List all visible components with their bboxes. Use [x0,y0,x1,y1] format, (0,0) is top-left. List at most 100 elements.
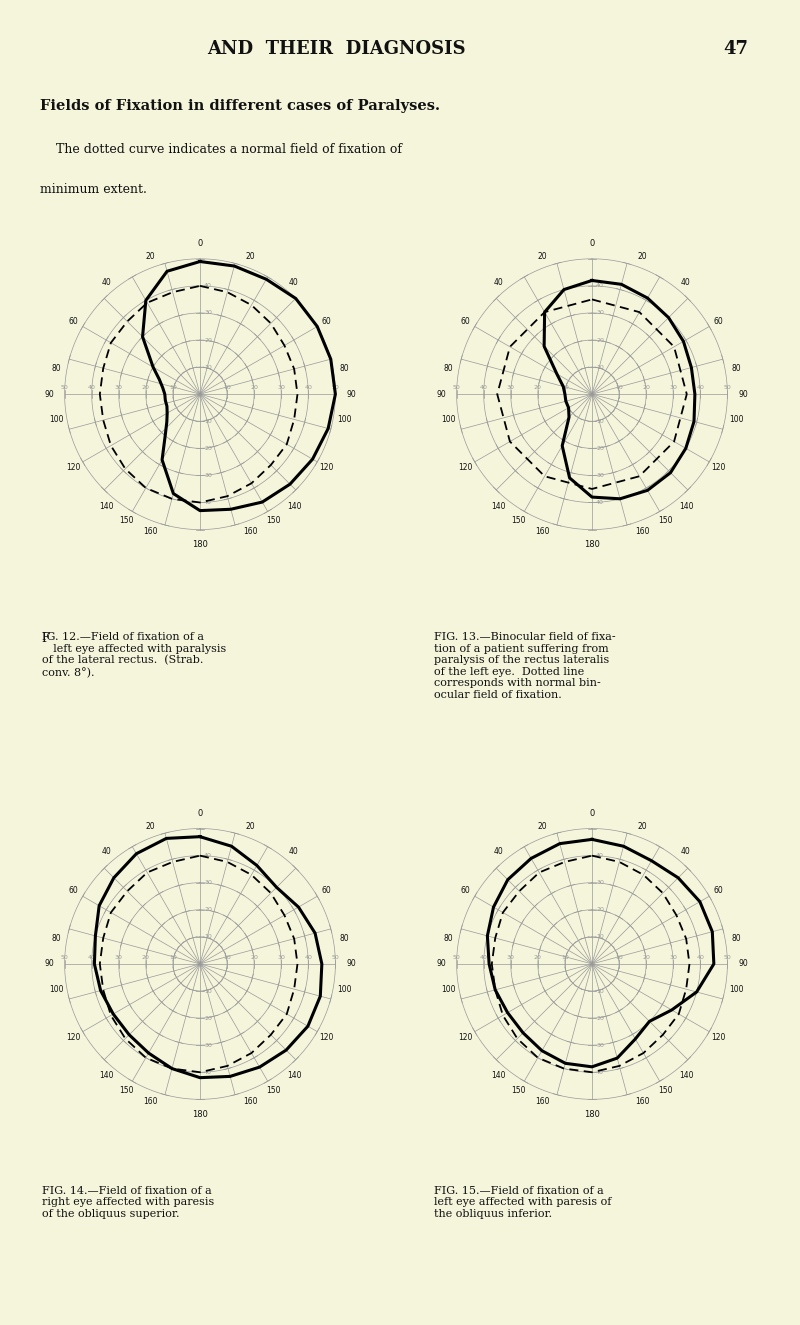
Text: 60: 60 [322,886,331,896]
Text: 150: 150 [658,1086,672,1094]
Text: 100: 100 [441,415,455,424]
Text: F: F [42,632,50,645]
Text: 40: 40 [289,848,299,856]
Text: 40: 40 [204,1069,212,1075]
Text: 20: 20 [596,338,604,343]
Text: 40: 40 [480,386,488,390]
Text: 160: 160 [634,527,650,537]
Text: 90: 90 [436,959,446,969]
Text: 0: 0 [590,808,594,818]
Text: 40: 40 [596,500,604,505]
Text: 140: 140 [286,1072,302,1080]
Text: 20: 20 [534,386,542,390]
Text: 40: 40 [596,853,604,859]
Text: 20: 20 [596,445,604,451]
Text: 20: 20 [637,822,647,831]
Text: 90: 90 [436,390,446,399]
Text: 0: 0 [198,238,202,248]
Text: 50: 50 [331,955,339,959]
Text: 30: 30 [596,310,604,315]
Text: 140: 140 [98,502,114,510]
Text: 50: 50 [61,386,69,390]
Text: 180: 180 [192,541,208,550]
Text: 10: 10 [223,955,231,959]
Text: 150: 150 [266,517,280,525]
Text: 10: 10 [561,955,569,959]
Text: 20: 20 [637,252,647,261]
Text: 30: 30 [204,880,212,885]
Text: 160: 160 [534,527,550,537]
Text: 20: 20 [145,822,155,831]
Text: 40: 40 [681,278,691,286]
Text: 60: 60 [461,317,470,326]
Text: 120: 120 [711,462,726,472]
Text: 50: 50 [331,386,339,390]
Text: 30: 30 [596,1043,604,1048]
Text: 40: 40 [204,500,212,505]
Text: 140: 140 [678,1072,694,1080]
Text: 20: 20 [537,252,547,261]
Text: 20: 20 [204,908,212,913]
Text: 90: 90 [44,959,54,969]
Text: 140: 140 [490,1072,506,1080]
Text: 60: 60 [69,317,78,326]
Text: 10: 10 [615,386,623,390]
Text: 100: 100 [337,415,351,424]
Text: 160: 160 [242,527,258,537]
Text: 10: 10 [204,419,212,424]
Text: 50: 50 [723,955,731,959]
Text: 90: 90 [346,959,356,969]
Text: 80: 80 [339,364,349,374]
Text: 90: 90 [738,390,748,399]
Text: 150: 150 [266,1086,280,1094]
Text: 10: 10 [561,386,569,390]
Text: 30: 30 [596,880,604,885]
Text: 30: 30 [278,386,285,390]
Text: 80: 80 [339,934,349,943]
Text: 10: 10 [596,364,604,370]
Text: 80: 80 [731,934,741,943]
Text: 90: 90 [738,959,748,969]
Text: 60: 60 [714,886,723,896]
Text: 100: 100 [49,415,63,424]
Text: 20: 20 [142,955,150,959]
Text: 10: 10 [204,934,212,939]
Text: 30: 30 [596,473,604,478]
Text: 90: 90 [346,390,356,399]
Text: FIG. 13.—Binocular field of fixa-
tion of a patient suffering from
paralysis of : FIG. 13.—Binocular field of fixa- tion o… [434,632,615,700]
Text: 120: 120 [319,462,334,472]
Text: 20: 20 [142,386,150,390]
Text: 180: 180 [192,1110,208,1120]
Text: 10: 10 [223,386,231,390]
Text: 50: 50 [453,955,461,959]
Text: 150: 150 [120,1086,134,1094]
Text: 30: 30 [670,955,677,959]
Text: 40: 40 [493,848,503,856]
Text: 140: 140 [490,502,506,510]
Text: 20: 20 [250,955,258,959]
Text: 160: 160 [534,1097,550,1106]
Text: 20: 20 [245,252,255,261]
Text: 10: 10 [204,364,212,370]
Text: 100: 100 [729,984,743,994]
Text: 47: 47 [723,40,749,58]
Text: 30: 30 [670,386,677,390]
Text: 30: 30 [278,955,285,959]
Text: 150: 150 [512,1086,526,1094]
Text: 40: 40 [493,278,503,286]
Text: 80: 80 [443,364,453,374]
Text: 40: 40 [480,955,488,959]
Text: 140: 140 [286,502,302,510]
Text: 150: 150 [120,517,134,525]
Text: 20: 20 [145,252,155,261]
Text: 80: 80 [731,364,741,374]
Text: 20: 20 [642,955,650,959]
Text: 40: 40 [101,848,111,856]
Text: 120: 120 [458,1032,473,1041]
Text: 160: 160 [142,527,158,537]
Text: 20: 20 [642,386,650,390]
Text: 60: 60 [322,317,331,326]
Text: 90: 90 [44,390,54,399]
Text: 40: 40 [204,284,212,289]
Text: 30: 30 [204,1043,212,1048]
